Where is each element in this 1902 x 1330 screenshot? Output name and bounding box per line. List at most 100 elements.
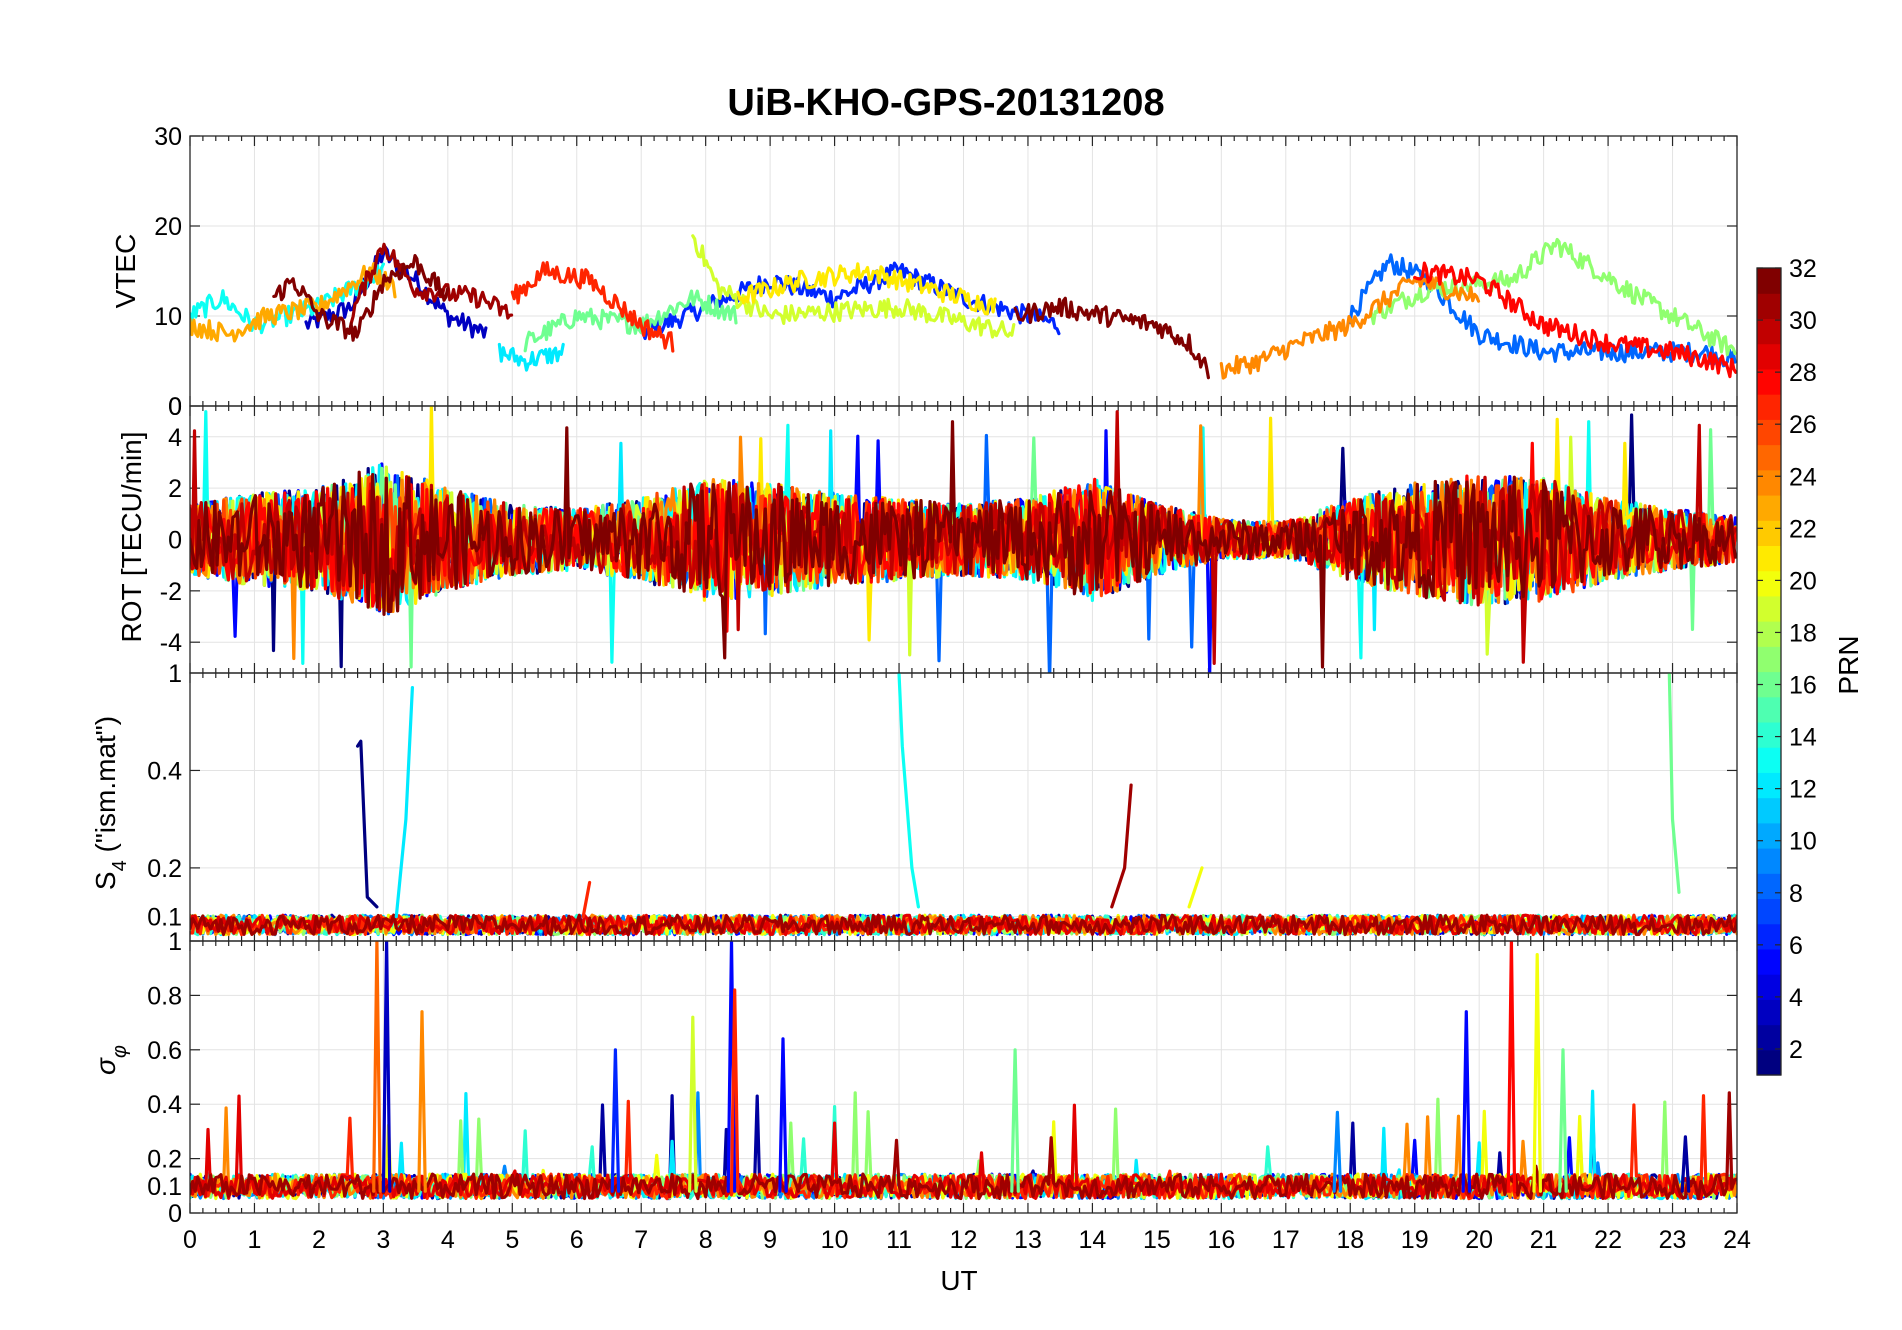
y-tick-label: 0.2 bbox=[147, 1146, 182, 1174]
colorbar-swatch bbox=[1757, 1024, 1781, 1051]
vtec-ylabel: VTEC bbox=[110, 234, 141, 309]
colorbar-tick-label: 6 bbox=[1789, 932, 1803, 960]
colorbar-tick-label: 18 bbox=[1789, 619, 1817, 647]
colorbar-swatch bbox=[1757, 974, 1781, 1000]
vtec-trace-prn-23 bbox=[190, 262, 397, 343]
colorbar-swatch bbox=[1757, 318, 1781, 345]
sigma_phi-spike-prn-5 bbox=[778, 1037, 788, 1193]
s4-spike-prn-27 bbox=[581, 880, 592, 919]
s4-ylabel: S4 ("ism.mat") bbox=[90, 716, 131, 890]
y-tick-label: 0.8 bbox=[147, 982, 182, 1010]
axes-frame bbox=[189, 940, 1738, 1214]
x-tick-label: 6 bbox=[570, 1226, 584, 1254]
y-tick-label: 20 bbox=[154, 213, 182, 241]
colorbar-tick-label: 30 bbox=[1789, 307, 1817, 335]
sigma_phi-spike-prn-6 bbox=[610, 1048, 621, 1193]
vtec-trace-prn-8 bbox=[1348, 253, 1737, 368]
rot-trace-prn-32 bbox=[190, 420, 1737, 669]
colorbar-swatch bbox=[1757, 469, 1781, 496]
y-tick-label: 0.4 bbox=[147, 1091, 182, 1119]
vtec-trace-prn-17 bbox=[1368, 237, 1737, 357]
x-tick-label: 16 bbox=[1207, 1226, 1235, 1254]
colorbar-swatch bbox=[1757, 696, 1781, 723]
colorbar-swatch bbox=[1757, 898, 1781, 925]
x-tick-label: 14 bbox=[1079, 1226, 1107, 1254]
colorbar-tick-label: 32 bbox=[1789, 255, 1817, 283]
colorbar-tick-label: 8 bbox=[1789, 880, 1803, 908]
y-tick-label-top: 0 bbox=[168, 393, 182, 421]
colorbar-swatch bbox=[1757, 822, 1781, 849]
y-tick-label: -4 bbox=[160, 629, 182, 657]
vtec-trace-prn-13 bbox=[190, 262, 385, 335]
colorbar-swatch bbox=[1757, 873, 1781, 900]
x-tick-label: 5 bbox=[505, 1226, 519, 1254]
sigma_phi-spike-prn-3 bbox=[381, 941, 392, 1193]
colorbar-swatch bbox=[1757, 419, 1781, 446]
colorbar-frame bbox=[1756, 267, 1782, 1076]
colorbar-tick-label: 28 bbox=[1789, 359, 1817, 387]
colorbar-tick-label: 26 bbox=[1789, 411, 1817, 439]
s4-spike-prn-12 bbox=[394, 686, 414, 919]
sigma_phi-spike-prn-25 bbox=[372, 941, 382, 1193]
vtec-trace-prn-27 bbox=[510, 261, 675, 353]
x-axis-label: UT bbox=[940, 1265, 977, 1296]
colorbar-swatch bbox=[1757, 621, 1781, 647]
colorbar-swatch bbox=[1757, 797, 1781, 824]
s4-spike-prn-13 bbox=[897, 673, 920, 909]
x-tick-label: 11 bbox=[886, 1226, 912, 1254]
x-tick-label: 8 bbox=[699, 1226, 713, 1254]
traces bbox=[190, 406, 1737, 673]
x-tick-label: 3 bbox=[376, 1226, 390, 1254]
colorbar-swatch bbox=[1757, 848, 1781, 874]
sigma_phi-spike-prn-2 bbox=[1680, 1135, 1691, 1193]
x-tick-label: 19 bbox=[1401, 1226, 1429, 1254]
x-tick-label: 18 bbox=[1336, 1226, 1364, 1254]
sigma_phi-spike-prn-20 bbox=[1532, 953, 1542, 1193]
x-tick-label: 24 bbox=[1723, 1226, 1751, 1254]
x-tick-label: 12 bbox=[950, 1226, 978, 1254]
y-tick-label: 0.1 bbox=[147, 1173, 182, 1201]
y-tick-label: -2 bbox=[160, 578, 182, 606]
x-tick-label: 15 bbox=[1143, 1226, 1171, 1254]
colorbar-swatch bbox=[1757, 545, 1781, 572]
traces bbox=[190, 941, 1737, 1201]
x-tick-label: 23 bbox=[1659, 1226, 1687, 1254]
sigma_phi-spike-prn-28 bbox=[1506, 941, 1517, 1193]
colorbar-swatch bbox=[1757, 520, 1781, 547]
colorbar-tick-label: 16 bbox=[1789, 672, 1817, 700]
vtec-trace-prn-16 bbox=[523, 289, 738, 353]
colorbar-swatch bbox=[1757, 570, 1781, 597]
y-tick-label: 0 bbox=[168, 527, 182, 555]
sigma_phi-spike-prn-16 bbox=[1558, 1048, 1568, 1193]
y-tick-label: 1 bbox=[168, 928, 182, 956]
vtec-trace-prn-21 bbox=[736, 262, 997, 316]
rot-trace-prn-26 bbox=[190, 475, 1737, 610]
x-tick-label: 1 bbox=[248, 1226, 262, 1254]
colorbar-swatch bbox=[1757, 595, 1781, 622]
colorbar-swatch bbox=[1757, 1049, 1781, 1076]
x-tick-label: 7 bbox=[634, 1226, 648, 1254]
panel-vtec: 0 10 20 30 bbox=[154, 123, 1738, 421]
x-tick-label: 2 bbox=[312, 1226, 326, 1254]
vtec-trace-prn-31 bbox=[349, 242, 514, 326]
panel-s4: 0.1 0.2 0.4 1 bbox=[147, 660, 1738, 942]
panel-sigma-phi: 00.10.20.40.60.810 1 2 3 4 5 6 7 8 9 10 11 12 13 14 15 1… bbox=[147, 928, 1751, 1254]
colorbar-swatch bbox=[1757, 494, 1781, 521]
sigma_phi-trace-prn-31 bbox=[190, 1091, 1737, 1201]
y-tick-label: 0.2 bbox=[147, 855, 182, 883]
y-tick-label: 0.1 bbox=[147, 904, 182, 932]
y-tick-label-top: 1 bbox=[168, 660, 182, 688]
colorbar-tick-label: 2 bbox=[1789, 1036, 1803, 1064]
s4-spike-prn-20 bbox=[1187, 866, 1204, 909]
chart-title: UiB-KHO-GPS-20131208 bbox=[727, 82, 1164, 124]
y-tick-label: 0.4 bbox=[147, 757, 182, 785]
x-tick-label: 22 bbox=[1594, 1226, 1622, 1254]
colorbar-swatch bbox=[1757, 343, 1781, 370]
colorbar-swatch bbox=[1757, 368, 1781, 395]
x-tick-label: 17 bbox=[1272, 1226, 1300, 1254]
vtec-trace-prn-32 bbox=[272, 254, 450, 342]
colorbar-swatch bbox=[1757, 444, 1781, 471]
colorbar-label: PRN bbox=[1833, 635, 1864, 694]
